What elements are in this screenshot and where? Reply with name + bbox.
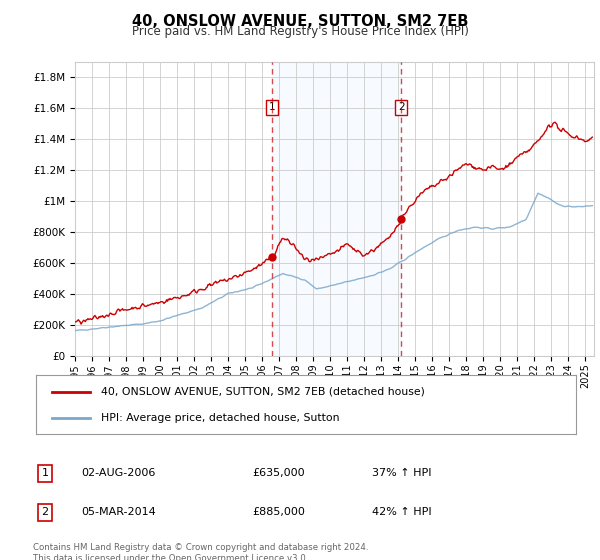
Text: 2: 2	[41, 507, 49, 517]
Text: 02-AUG-2006: 02-AUG-2006	[81, 468, 155, 478]
Bar	[272, 62, 401, 356]
Text: 2: 2	[398, 102, 404, 112]
Text: 40, ONSLOW AVENUE, SUTTON, SM2 7EB (detached house): 40, ONSLOW AVENUE, SUTTON, SM2 7EB (deta…	[101, 386, 425, 396]
Text: £885,000: £885,000	[252, 507, 305, 517]
Text: Contains HM Land Registry data © Crown copyright and database right 2024.
This d: Contains HM Land Registry data © Crown c…	[33, 543, 368, 560]
Text: Price paid vs. HM Land Registry's House Price Index (HPI): Price paid vs. HM Land Registry's House …	[131, 25, 469, 38]
Text: HPI: Average price, detached house, Sutton: HPI: Average price, detached house, Sutt…	[101, 413, 340, 423]
Text: 05-MAR-2014: 05-MAR-2014	[81, 507, 156, 517]
Text: £635,000: £635,000	[252, 468, 305, 478]
Text: 1: 1	[269, 102, 276, 112]
Text: 37% ↑ HPI: 37% ↑ HPI	[372, 468, 431, 478]
Text: 1: 1	[41, 468, 49, 478]
Text: 42% ↑ HPI: 42% ↑ HPI	[372, 507, 431, 517]
Text: 40, ONSLOW AVENUE, SUTTON, SM2 7EB: 40, ONSLOW AVENUE, SUTTON, SM2 7EB	[132, 14, 468, 29]
